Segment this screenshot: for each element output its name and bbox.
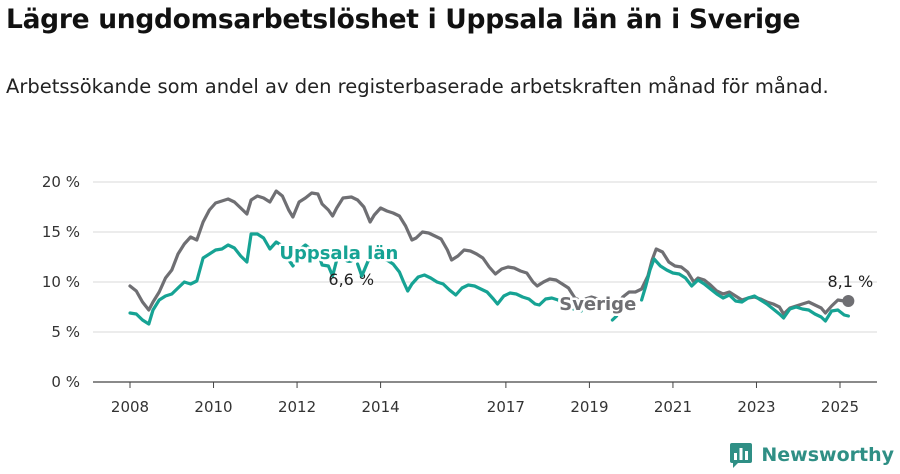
x-tick-label: 2023 (737, 398, 775, 416)
series-end-label: 6,6 % (328, 270, 374, 289)
y-tick-label: 0 % (51, 373, 80, 391)
series-end-point (842, 295, 855, 307)
series-label: Uppsala län (279, 243, 398, 264)
brand-name: Newsworthy (761, 444, 894, 466)
newsworthy-logo-icon (730, 443, 753, 468)
series-line (610, 314, 619, 322)
x-tick-label: 2014 (361, 398, 399, 416)
x-tick-label: 2021 (654, 398, 692, 416)
series-lines: 8,1 % 6,6 % (128, 189, 873, 326)
x-tick-label: 2010 (194, 398, 232, 416)
x-tick-label: 2019 (570, 398, 608, 416)
series-line (128, 232, 351, 326)
series-end-label: 8,1 % (827, 272, 873, 291)
x-tick-label: 2025 (821, 398, 859, 416)
series-line (640, 257, 850, 323)
y-tick-label: 5 % (51, 323, 80, 341)
x-tick-label: 2017 (487, 398, 525, 416)
series-end-point (343, 251, 356, 263)
x-tick-label: 2012 (278, 398, 316, 416)
series-labels: Uppsala län Sverige (277, 241, 639, 318)
series-label: Sverige (559, 294, 636, 315)
chart-title: Lägre ungdomsarbetslöshet i Uppsala län … (6, 4, 801, 35)
series-line (356, 254, 583, 313)
chart-subtitle: Arbetssökande som andel av den registerb… (6, 75, 829, 98)
y-tick-label: 20 % (42, 173, 80, 191)
brand-logo: Newsworthy (729, 442, 894, 468)
x-tick-label: 2008 (111, 398, 149, 416)
y-axis-ticks: 0 % 5 % 10 % 15 % 20 % (42, 173, 80, 391)
series-line (128, 189, 850, 316)
y-tick-label: 15 % (42, 223, 80, 241)
y-tick-label: 10 % (42, 273, 80, 291)
x-axis: 2008 2010 2012 2014 2017 2019 2021 2023 2025 (111, 382, 859, 416)
grid-lines (93, 181, 877, 383)
